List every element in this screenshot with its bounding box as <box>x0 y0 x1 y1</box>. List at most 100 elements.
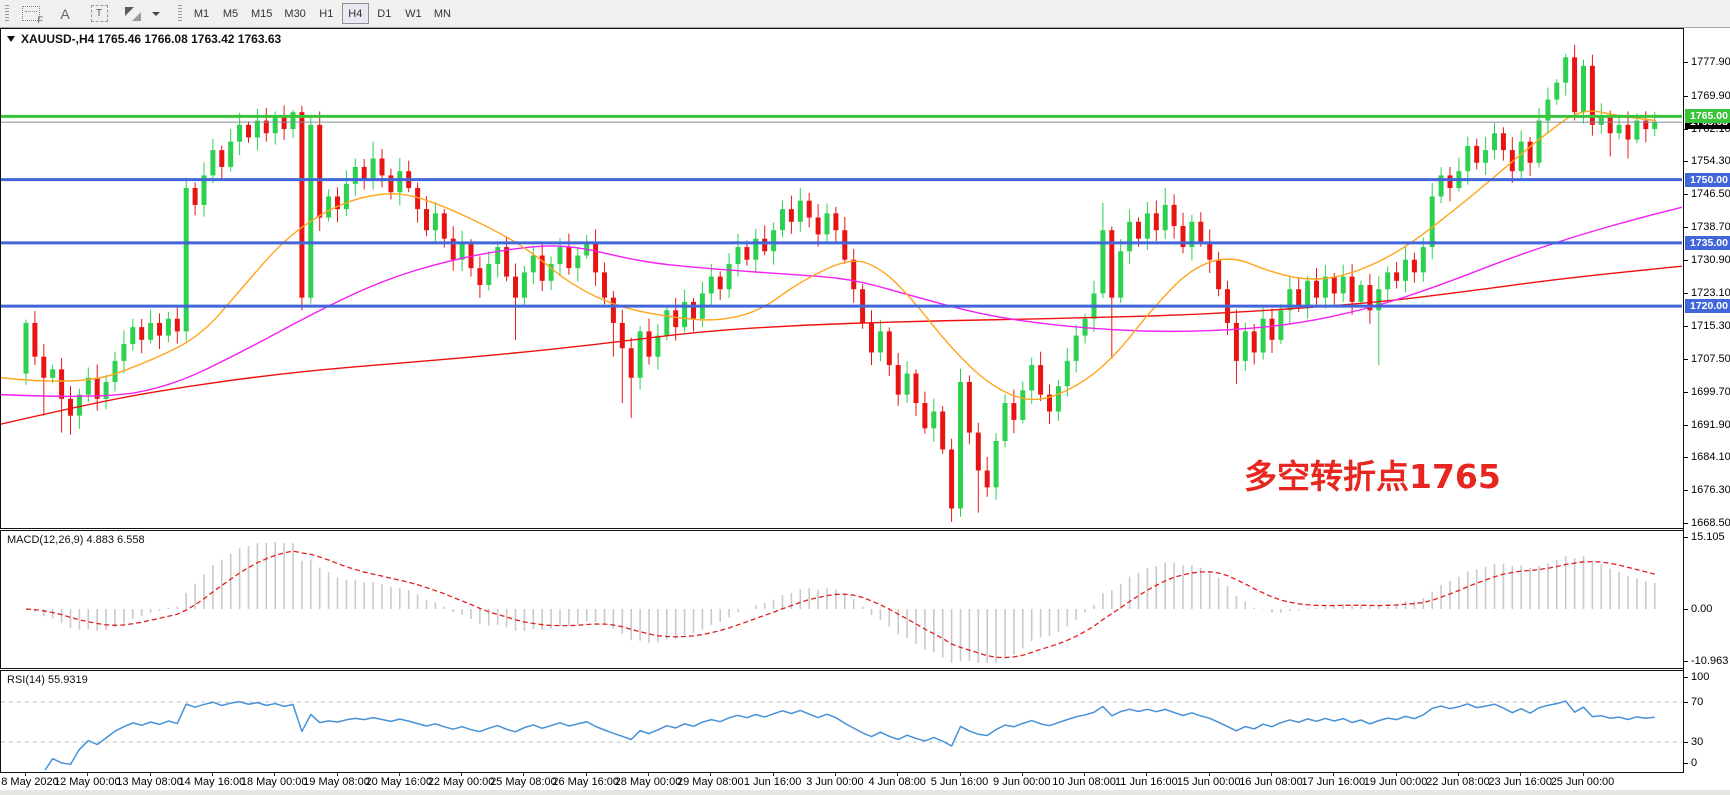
candle-body <box>1047 394 1052 412</box>
axis-tick <box>1684 95 1688 97</box>
timeframe-button-d1[interactable]: D1 <box>371 3 398 24</box>
candle-body <box>1643 120 1649 130</box>
candlestick-chart[interactable] <box>1 29 1682 526</box>
candle-body <box>735 247 741 264</box>
candle-body <box>1429 196 1435 248</box>
candle-body <box>1198 221 1204 243</box>
candle-body <box>290 112 296 130</box>
candle-body <box>993 440 999 488</box>
candle-body <box>148 322 154 340</box>
date-tick <box>461 773 463 776</box>
price-tick-label: 1676.30 <box>1691 484 1730 497</box>
candle-body <box>1652 122 1658 130</box>
chart-shift-icon[interactable]: F <box>20 4 43 25</box>
arrows-tool-icon[interactable] <box>122 4 144 24</box>
axis-tick <box>1684 677 1688 678</box>
timeframe-button-m15[interactable]: M15 <box>246 3 277 24</box>
toolbar-grip-2[interactable] <box>178 4 182 23</box>
candle-body <box>68 398 73 416</box>
text-label-tool-icon[interactable]: A <box>54 4 76 24</box>
candle-body <box>1127 221 1133 252</box>
macd-signal-line <box>25 550 1655 659</box>
mid-ma-line <box>1 206 1682 398</box>
axis-tick <box>1684 227 1688 229</box>
price-level-badge: 1765.00 <box>1685 109 1730 124</box>
candle-body <box>1492 133 1497 151</box>
toolbar-grip[interactable] <box>5 4 9 23</box>
candle-body <box>1055 386 1061 412</box>
candle-body <box>59 369 65 399</box>
candle-body <box>886 331 892 366</box>
timeframe-button-m30[interactable]: M30 <box>279 3 310 24</box>
date-label: 22 Jun 08:00 <box>1426 776 1490 788</box>
date-label: 25 May 08:00 <box>490 776 557 788</box>
candle-body <box>1420 247 1426 273</box>
axis-tick <box>1684 358 1688 360</box>
slow-ma-line <box>1 265 1682 425</box>
rsi-chart[interactable] <box>1 671 1682 770</box>
date-label: 23 Jun 16:00 <box>1488 776 1552 788</box>
rsi-panel[interactable]: RSI(14) 55.9319 <box>0 670 1684 773</box>
axis-tick <box>1684 609 1688 610</box>
candle-body <box>308 124 314 298</box>
candle-body <box>1314 280 1319 298</box>
axis-tick <box>1684 537 1688 538</box>
candle-body <box>1207 242 1213 260</box>
axis-tick <box>1684 457 1688 459</box>
candle-body <box>1029 365 1035 391</box>
axis-tick <box>1684 260 1688 262</box>
timeframe-button-h1[interactable]: H1 <box>313 3 340 24</box>
candle-body <box>1118 251 1124 298</box>
price-tick-label: 1699.70 <box>1691 385 1730 398</box>
text-box-tool-icon[interactable]: T <box>88 4 110 24</box>
candle-body <box>415 188 421 210</box>
axis-tick <box>1684 194 1688 196</box>
rsi-label: RSI(14) 55.9319 <box>7 674 88 686</box>
candle-body <box>1589 65 1595 125</box>
candle-body <box>780 209 785 231</box>
candle-body <box>1465 145 1471 172</box>
date-label: 15 Jun 00:00 <box>1176 776 1241 788</box>
timeframe-button-m5[interactable]: M5 <box>217 3 244 24</box>
timeframe-button-m1[interactable]: M1 <box>188 3 215 24</box>
date-label: 25 Jun 00:00 <box>1550 776 1615 788</box>
price-tick-label: 1691.90 <box>1691 418 1730 431</box>
macd-panel[interactable]: MACD(12,26,9) 4.883 6.558 <box>0 530 1684 669</box>
candle-body <box>1171 204 1177 226</box>
date-label: 3 Jun 00:00 <box>806 776 864 788</box>
axis-tick <box>1684 742 1688 743</box>
candle-body <box>343 183 349 210</box>
candle-body <box>1474 145 1480 163</box>
candle-body <box>103 381 109 399</box>
candle-body <box>1287 289 1293 311</box>
date-label: 28 May 00:00 <box>614 776 682 788</box>
candle-body <box>1011 403 1017 420</box>
candle-body <box>299 112 305 298</box>
date-tick <box>1271 773 1272 776</box>
symbol-ohlc-text: XAUUSD-,H4 1765.46 1766.08 1763.42 1763.… <box>21 32 282 46</box>
timeframe-button-w1[interactable]: W1 <box>400 3 427 24</box>
chart-symbol-title: XAUUSD-,H4 1765.46 1766.08 1763.42 1763.… <box>7 32 281 46</box>
candle-body <box>824 213 830 235</box>
date-tick <box>398 773 400 776</box>
candle-body <box>1180 225 1186 248</box>
candle-body <box>966 381 972 433</box>
collapse-triangle-icon[interactable] <box>7 36 15 42</box>
candle-body <box>895 365 901 395</box>
date-tick <box>834 773 836 776</box>
macd-chart[interactable] <box>1 531 1682 666</box>
timeframe-button-mn[interactable]: MN <box>429 3 456 24</box>
main-chart-panel[interactable]: XAUUSD-,H4 1765.46 1766.08 1763.42 1763.… <box>0 28 1684 529</box>
candle-body <box>557 247 563 264</box>
arrows-icon <box>124 6 142 22</box>
axis-tick <box>1684 523 1688 525</box>
candle-body <box>922 403 928 429</box>
timeframe-button-h4[interactable]: H4 <box>341 3 369 24</box>
rsi-axis-label: 0 <box>1691 757 1698 769</box>
candle-body <box>788 209 794 222</box>
candle-body <box>1554 82 1560 100</box>
candle-body <box>1536 120 1542 163</box>
candle-body <box>602 272 607 298</box>
chevron-down-icon[interactable] <box>152 11 160 16</box>
candle-body <box>1376 289 1382 311</box>
